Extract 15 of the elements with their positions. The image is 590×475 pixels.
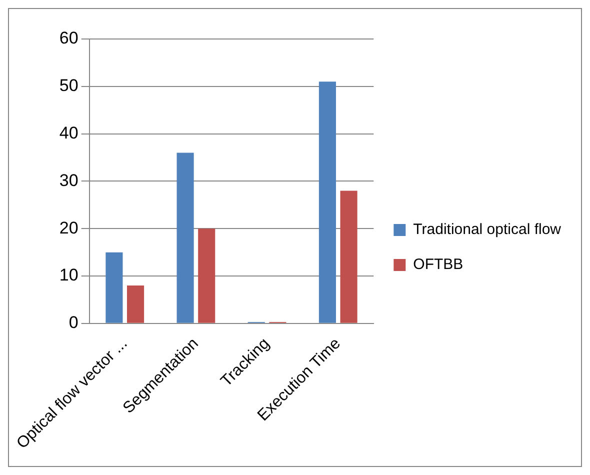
bar	[176, 152, 194, 323]
bar	[198, 228, 216, 323]
bar	[340, 190, 358, 323]
y-tick-label: 60	[59, 28, 78, 48]
bar	[318, 82, 336, 323]
legend-label: Traditional optical flow	[413, 221, 562, 238]
y-tick-label: 50	[59, 76, 78, 96]
y-tick-label: 30	[59, 170, 78, 190]
bar	[106, 252, 123, 323]
legend-label: OFTBB	[413, 256, 464, 274]
bar	[126, 286, 144, 323]
y-tick-label: 0	[68, 313, 78, 332]
y-tick-label: 20	[59, 218, 78, 238]
y-tick-label: 10	[59, 266, 78, 285]
y-tick-label: 40	[59, 123, 78, 142]
